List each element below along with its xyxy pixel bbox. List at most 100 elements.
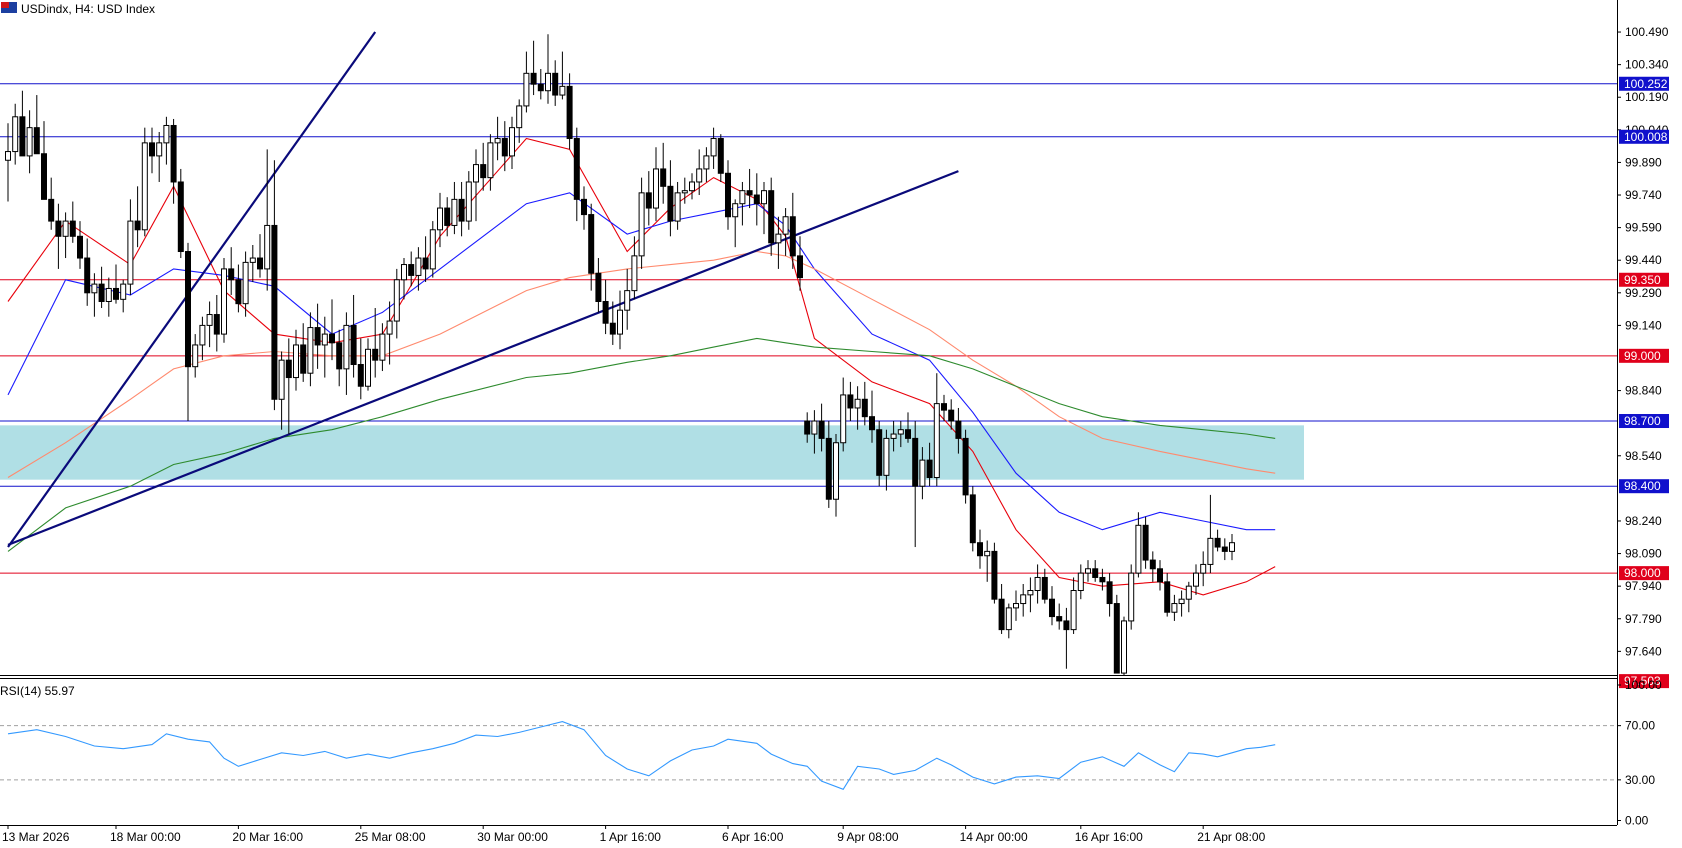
candle [213,294,220,352]
candle [444,197,451,237]
candle-body [1027,590,1034,596]
candle [955,407,962,454]
candle [408,251,415,287]
candle-body [559,85,566,96]
candle-body [41,153,47,200]
candle-body [415,257,422,276]
candle-body [861,398,868,418]
candle-body [782,216,789,235]
candle-body [48,198,55,222]
candle-body [617,309,623,335]
candle [228,247,235,295]
level-badge [1619,272,1669,287]
candle-body [631,255,638,292]
candle-body [876,429,883,476]
candle [386,301,393,365]
candle [77,221,83,269]
candle [314,303,321,369]
candle [984,540,991,582]
candle-body [1049,598,1055,618]
candle-body [278,359,285,400]
rsi-tick-label: 30.00 [1625,773,1655,787]
candle-body [948,409,955,422]
candle-body [818,420,825,439]
time-tick-label: 1 Apr 16:00 [600,830,662,843]
candle-body [991,550,998,600]
candle-body [228,268,235,281]
candle [991,542,998,604]
candle [91,273,98,317]
candle [264,149,271,291]
candle-body [1121,620,1127,674]
candle [41,121,47,200]
candle-body [105,287,112,302]
level-badge-label: 98.700 [1624,414,1661,428]
rsi-pane: RSI(14) 55.97 100.00 70.00 30.00 0.00 [0,678,1662,828]
candle [509,116,515,169]
candle-body [1185,585,1192,600]
candle-body [710,138,717,157]
candle-body [213,314,220,335]
candle [948,399,955,430]
candle-body [134,220,141,231]
candle [624,268,631,330]
candle [775,216,782,269]
candle-body [725,172,731,218]
candle-body [624,290,631,311]
candle [149,127,155,174]
price-tick-label: 100.190 [1625,90,1669,104]
time-tick-label: 14 Apr 00:00 [960,830,1028,843]
candle-body [739,190,746,205]
level-badge [1619,414,1669,429]
candle [890,421,897,452]
candle-body [473,164,479,183]
candle [883,429,890,491]
candle [739,181,746,226]
candle [235,264,242,313]
candle-body [91,283,98,294]
candle-body [329,333,335,344]
candle [257,234,263,278]
time-tick-label: 25 Mar 08:00 [355,830,426,843]
candle-body [422,257,429,270]
candle-body [393,279,400,322]
candle [905,412,911,443]
candle [818,403,825,452]
candle-body [494,138,501,144]
candle [242,251,249,317]
candle-body [444,207,451,226]
candle [141,127,148,237]
candle [372,308,379,378]
candle-body [1063,620,1070,631]
candle [1041,568,1048,604]
candle-body [552,72,559,96]
candle [581,186,587,230]
candle [645,171,652,226]
candle [105,277,112,317]
candle [33,95,40,155]
candle-body [156,142,163,157]
candle-body [732,203,739,218]
candle [1113,594,1120,674]
candle-body [689,181,695,192]
candle [199,316,206,361]
candle-body [336,342,343,370]
candle-body [221,268,227,335]
candle [861,381,868,426]
candle [401,258,407,300]
candle-body [55,220,62,237]
rsi-line [7,721,1276,790]
level-badge-label: 100.008 [1624,130,1668,144]
level-badge-label: 98.400 [1624,479,1661,493]
candle [1149,551,1156,582]
candle-body [753,194,760,205]
candle [1229,534,1235,561]
candle-body [120,283,127,300]
candle [1099,568,1106,591]
candle [797,236,803,291]
candle [170,118,177,204]
candle-body [1149,559,1156,570]
candle-body [379,333,386,361]
